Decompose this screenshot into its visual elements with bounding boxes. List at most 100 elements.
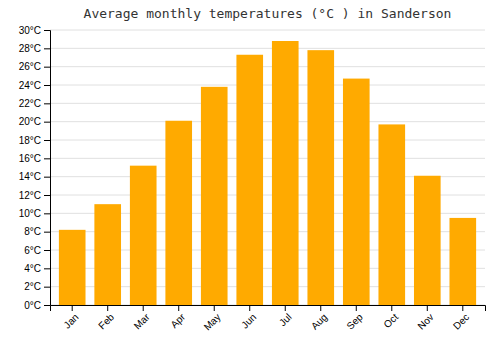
tick-mark bbox=[214, 305, 215, 311]
grid-line bbox=[50, 103, 485, 104]
tick-mark bbox=[285, 305, 286, 311]
tick: 20°C bbox=[19, 116, 50, 127]
tick-label: Nov bbox=[415, 311, 435, 331]
axis-line bbox=[51, 306, 486, 312]
tick-label: 6°C bbox=[24, 245, 41, 256]
tick: Jul bbox=[277, 305, 294, 328]
tick-label: 12°C bbox=[19, 190, 41, 201]
tick-label: 24°C bbox=[19, 80, 41, 91]
tick: 14°C bbox=[19, 171, 50, 182]
grid-line bbox=[50, 66, 485, 67]
tick: 18°C bbox=[19, 135, 50, 146]
x-axis: JanFebMarAprMayJunJulAugSepOctNovDec bbox=[51, 305, 486, 333]
tick-label: Dec bbox=[451, 311, 471, 331]
tick-mark bbox=[44, 30, 50, 31]
tick-mark bbox=[44, 195, 50, 196]
tick-mark bbox=[143, 305, 144, 311]
tick: 6°C bbox=[24, 245, 50, 256]
tick-label: Aug bbox=[309, 311, 329, 331]
tick-mark bbox=[356, 305, 357, 311]
tick-label: Mar bbox=[132, 311, 152, 331]
tick: 4°C bbox=[24, 263, 50, 274]
tick-mark bbox=[44, 232, 50, 233]
tick: 16°C bbox=[19, 153, 50, 164]
title: Average monthly temperatures (°C ) in Sa… bbox=[84, 6, 452, 21]
grid-line bbox=[50, 30, 485, 31]
tick-label: 30°C bbox=[19, 25, 41, 36]
tick-label: Jul bbox=[277, 311, 294, 328]
tick-mark bbox=[44, 268, 50, 269]
tick-label: 8°C bbox=[24, 226, 41, 237]
tick-label: 4°C bbox=[24, 263, 41, 274]
bars bbox=[59, 41, 476, 305]
tick-label: 20°C bbox=[19, 116, 41, 127]
tick-label: Apr bbox=[168, 311, 187, 330]
tick-mark bbox=[391, 305, 392, 311]
tick: Nov bbox=[415, 305, 435, 332]
bar bbox=[378, 124, 405, 305]
tick-mark bbox=[44, 213, 50, 214]
tick: 12°C bbox=[19, 190, 50, 201]
tick-mark bbox=[320, 305, 321, 311]
tick: 28°C bbox=[19, 43, 50, 54]
bar bbox=[236, 55, 263, 305]
tick-mark bbox=[44, 177, 50, 178]
tick: Mar bbox=[132, 305, 152, 331]
tick: 24°C bbox=[19, 80, 50, 91]
tick-label: 22°C bbox=[19, 98, 41, 109]
axis-line bbox=[44, 31, 51, 306]
tick-label: 10°C bbox=[19, 208, 41, 219]
grid-line bbox=[50, 48, 485, 49]
tick-label: Jan bbox=[61, 311, 80, 330]
bar bbox=[201, 87, 228, 305]
tick-mark bbox=[44, 140, 50, 141]
tick-mark bbox=[178, 305, 179, 311]
bar bbox=[59, 230, 86, 305]
tick-label: 26°C bbox=[19, 61, 41, 72]
tick-label: Sep bbox=[344, 311, 365, 332]
tick: 26°C bbox=[19, 61, 50, 72]
tick-mark bbox=[72, 305, 73, 311]
tick: Jun bbox=[239, 305, 258, 331]
bar bbox=[343, 79, 370, 305]
tick-mark bbox=[44, 48, 50, 49]
tick: 2°C bbox=[24, 281, 50, 292]
tick: Dec bbox=[451, 305, 471, 332]
grid-line bbox=[50, 140, 485, 141]
tick-label: 2°C bbox=[24, 281, 41, 292]
tick-mark bbox=[44, 158, 50, 159]
tick-label: Oct bbox=[381, 311, 400, 330]
tick-label: 16°C bbox=[19, 153, 41, 164]
tick-label: May bbox=[202, 311, 223, 332]
tick-mark bbox=[44, 122, 50, 123]
tick-label: 0°C bbox=[24, 300, 41, 311]
tick: 30°C bbox=[19, 25, 50, 36]
tick-mark bbox=[44, 103, 50, 104]
plot: 0°C 2°C 4°C 6°C 8°C 10°C 12°C 14°C 16°C 18°C 20°C 2… bbox=[19, 25, 486, 333]
tick-mark bbox=[44, 287, 50, 288]
tick-mark bbox=[44, 85, 50, 86]
bar bbox=[307, 50, 334, 305]
tick: Apr bbox=[168, 305, 187, 330]
tick: 0°C bbox=[24, 300, 50, 311]
chart: 0°C 2°C 4°C 6°C 8°C 10°C 12°C 14°C 16°C 18°C 20°C 2… bbox=[0, 0, 500, 350]
tick-mark bbox=[44, 67, 50, 68]
bar bbox=[449, 218, 476, 305]
y-axis: 0°C 2°C 4°C 6°C 8°C 10°C 12°C 14°C 16°C 18°C 20°C 2… bbox=[19, 25, 51, 311]
tick-mark bbox=[44, 305, 50, 306]
grid bbox=[50, 30, 485, 305]
tick-mark bbox=[249, 305, 250, 311]
tick: 22°C bbox=[19, 98, 50, 109]
tick-mark bbox=[107, 305, 108, 311]
tick: Sep bbox=[344, 305, 365, 332]
bar bbox=[94, 204, 121, 305]
grid-line bbox=[50, 121, 485, 122]
tick: Oct bbox=[381, 305, 400, 330]
tick-mark bbox=[427, 305, 428, 311]
tick: May bbox=[202, 305, 223, 333]
tick-mark bbox=[44, 250, 50, 251]
tick: 8°C bbox=[24, 226, 50, 237]
bar bbox=[272, 41, 299, 305]
grid-line bbox=[50, 158, 485, 159]
tick-label: 14°C bbox=[19, 171, 41, 182]
